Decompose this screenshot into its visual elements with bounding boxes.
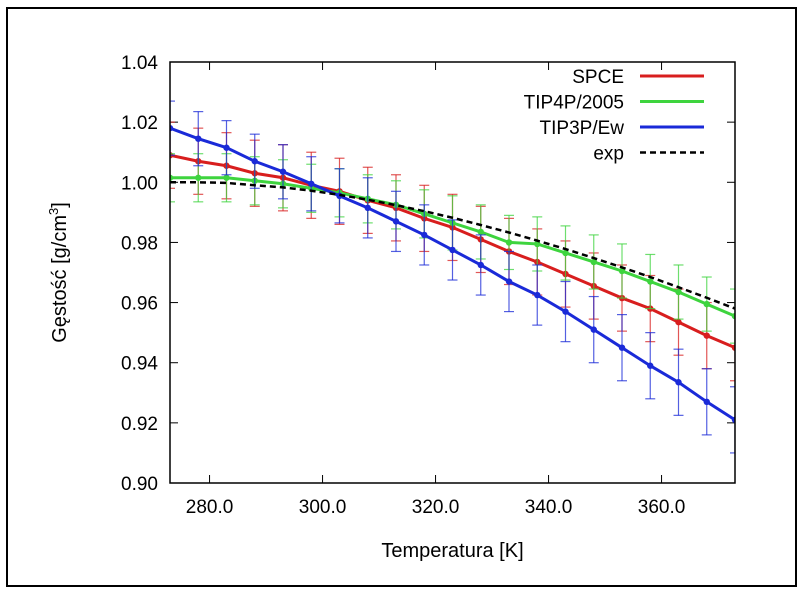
data-point bbox=[308, 180, 315, 187]
data-point bbox=[170, 124, 174, 132]
data-point bbox=[590, 326, 597, 333]
data-point bbox=[170, 174, 174, 181]
data-point bbox=[675, 318, 682, 326]
chart-frame bbox=[6, 7, 797, 587]
y-tick-label: 0.96 bbox=[121, 294, 158, 315]
data-point bbox=[703, 398, 710, 406]
legend-label: TIP4P/2005 bbox=[524, 93, 624, 114]
data-point bbox=[703, 332, 710, 339]
data-point bbox=[505, 278, 513, 285]
data-point bbox=[364, 204, 371, 212]
x-tick-label: 300.0 bbox=[299, 497, 347, 518]
data-point bbox=[647, 362, 654, 369]
data-point bbox=[505, 239, 513, 246]
data-point bbox=[251, 158, 258, 165]
data-point bbox=[731, 344, 735, 351]
series-tip3p-ew bbox=[170, 100, 735, 454]
data-point bbox=[703, 300, 710, 308]
plot-area bbox=[170, 100, 735, 454]
y-tick-label: 0.98 bbox=[121, 233, 158, 254]
data-point bbox=[279, 168, 287, 175]
y-tick-label: 0.94 bbox=[121, 354, 158, 375]
legend-label: SPCE bbox=[572, 67, 624, 88]
data-point bbox=[421, 231, 428, 239]
data-point bbox=[477, 228, 484, 236]
plot-border bbox=[169, 61, 736, 484]
x-tick-label: 340.0 bbox=[525, 497, 573, 518]
x-tick-label: 320.0 bbox=[412, 497, 460, 518]
data-point bbox=[392, 218, 400, 225]
data-point bbox=[195, 174, 202, 181]
series-line bbox=[170, 181, 735, 310]
data-point bbox=[562, 308, 569, 315]
data-point bbox=[675, 379, 682, 386]
data-point bbox=[477, 261, 484, 269]
y-tick-label: 1.04 bbox=[121, 53, 158, 74]
data-point bbox=[618, 267, 626, 275]
y-axis-title-main: Gęstość [g/cm bbox=[49, 215, 71, 343]
y-axis-title-close: ] bbox=[49, 202, 71, 208]
y-axis-title: Gęstość [g/cm3] bbox=[46, 202, 71, 343]
data-point bbox=[562, 249, 569, 257]
data-point bbox=[731, 416, 735, 424]
data-point bbox=[618, 344, 626, 351]
legend: SPCE TIP4P/2005 TIP3P/Ew exp bbox=[524, 67, 704, 165]
data-point bbox=[675, 288, 682, 296]
data-point bbox=[534, 291, 541, 299]
y-tick-label: 1.00 bbox=[121, 173, 158, 194]
y-tick-label: 0.90 bbox=[121, 474, 158, 495]
data-point bbox=[731, 312, 735, 320]
y-tick-label: 0.92 bbox=[121, 414, 158, 435]
y-axis-title-superscript: 3 bbox=[46, 208, 61, 215]
data-point bbox=[449, 246, 456, 254]
x-axis-title: Temperatura [K] bbox=[381, 540, 523, 562]
x-tick-label: 280.0 bbox=[186, 497, 234, 518]
legend-label: exp bbox=[593, 144, 624, 165]
series-exp bbox=[170, 181, 735, 310]
data-point bbox=[590, 258, 597, 266]
data-point bbox=[195, 135, 202, 142]
data-point bbox=[223, 144, 230, 151]
data-point bbox=[647, 278, 654, 285]
y-tick-label: 1.02 bbox=[121, 113, 158, 134]
data-point bbox=[223, 174, 230, 181]
legend-label: TIP3P/Ew bbox=[540, 118, 625, 139]
x-tick-label: 360.0 bbox=[638, 497, 686, 518]
